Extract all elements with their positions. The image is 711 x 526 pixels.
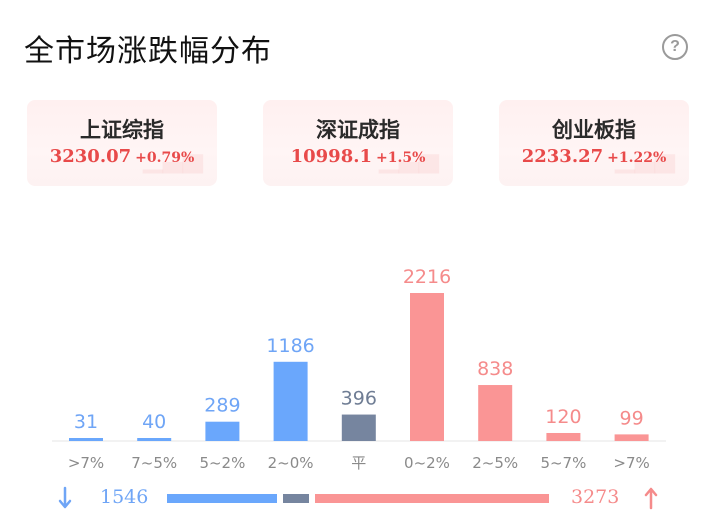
category-label: 5~2% bbox=[199, 454, 245, 472]
arrow-up-icon bbox=[644, 487, 658, 510]
bar-value-label: 99 bbox=[620, 407, 644, 429]
bar-value-label: 838 bbox=[477, 358, 513, 380]
index-values: 3230.07 +0.79% bbox=[27, 146, 217, 167]
bar-value-label: 289 bbox=[204, 395, 240, 417]
index-values: 2233.27 +1.22% bbox=[499, 146, 689, 167]
card-watermark-icon: ▁▃▅ bbox=[143, 144, 203, 174]
up-count: 3273 bbox=[571, 486, 620, 508]
index-card-cyb[interactable]: ▁▃▅ 创业板指 2233.27 +1.22% bbox=[499, 100, 689, 186]
arrow-down-icon bbox=[58, 486, 72, 509]
index-change: +1.5% bbox=[376, 150, 426, 166]
bar-1 bbox=[137, 438, 172, 441]
bar-0 bbox=[69, 438, 103, 441]
bar-7 bbox=[546, 432, 581, 441]
down-count: 1546 bbox=[100, 486, 149, 508]
summary-bar: 1546 3273 bbox=[0, 484, 711, 514]
index-card-sh[interactable]: ▁▃▅ 上证综指 3230.07 +0.79% bbox=[27, 100, 217, 186]
index-name: 创业板指 bbox=[552, 118, 636, 142]
bar-value-label: 1186 bbox=[266, 335, 314, 357]
bar-value-label: 2216 bbox=[403, 266, 451, 288]
category-label: 平 bbox=[351, 454, 366, 472]
bar-6 bbox=[478, 385, 513, 441]
bar-2 bbox=[205, 421, 240, 441]
index-cards: ▁▃▅ 上证综指 3230.07 +0.79% ▁▃▅ 深证成指 10998.1 +… bbox=[27, 100, 693, 186]
index-card-sz[interactable]: ▁▃▅ 深证成指 10998.1 +1.5% bbox=[263, 100, 453, 186]
index-price: 3230.07 bbox=[49, 146, 132, 167]
index-price: 10998.1 bbox=[290, 146, 373, 167]
category-label: >7% bbox=[613, 454, 649, 472]
up-ratio-bar bbox=[315, 494, 549, 503]
distribution-chart: 31 >7% 40 7~5% 289 5~2% 1186 2~0% 396 平 2216 0~2% 83… bbox=[52, 266, 666, 472]
category-label: 0~2% bbox=[404, 454, 450, 472]
bar-value-label: 40 bbox=[142, 411, 166, 433]
bar-4 bbox=[341, 414, 376, 441]
help-icon[interactable]: ? bbox=[662, 34, 688, 60]
category-label: 5~7% bbox=[540, 454, 586, 472]
category-label: 2~5% bbox=[472, 454, 518, 472]
index-change: +1.22% bbox=[607, 150, 667, 166]
bar-5 bbox=[410, 293, 444, 441]
bar-3 bbox=[273, 361, 308, 441]
flat-ratio-bar bbox=[283, 494, 309, 503]
index-name: 上证综指 bbox=[80, 118, 164, 142]
down-ratio-bar bbox=[167, 494, 277, 503]
chart-bars: 31 >7% 40 7~5% 289 5~2% 1186 2~0% 396 平 2216 0~2% 83… bbox=[68, 266, 650, 472]
bar-value-label: 120 bbox=[545, 406, 581, 428]
card-watermark-icon: ▁▃▅ bbox=[615, 144, 675, 174]
category-label: 7~5% bbox=[131, 454, 177, 472]
category-label: >7% bbox=[68, 454, 104, 472]
index-values: 10998.1 +1.5% bbox=[263, 146, 453, 167]
page-title: 全市场涨跌幅分布 bbox=[24, 34, 272, 69]
card-watermark-icon: ▁▃▅ bbox=[379, 144, 439, 174]
index-change: +0.79% bbox=[135, 150, 195, 166]
bar-value-label: 396 bbox=[341, 388, 377, 410]
bar-value-label: 31 bbox=[74, 411, 98, 433]
index-price: 2233.27 bbox=[521, 146, 604, 167]
index-name: 深证成指 bbox=[316, 118, 400, 142]
category-label: 2~0% bbox=[268, 454, 314, 472]
bar-8 bbox=[614, 434, 649, 441]
